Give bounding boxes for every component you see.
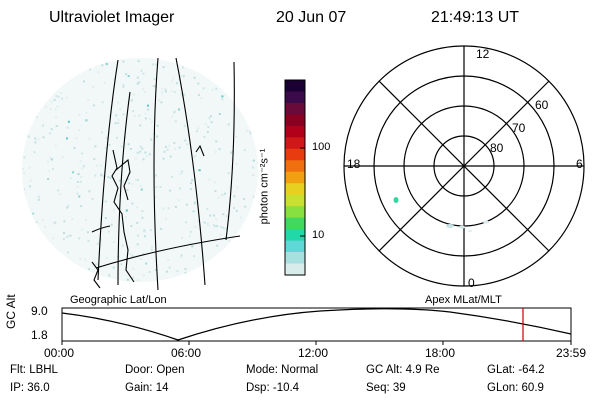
colorbar-band — [285, 148, 305, 161]
colorbar-band — [285, 160, 305, 173]
instrument-title: Ultraviolet Imager — [49, 9, 175, 26]
colorbar-band — [285, 229, 305, 242]
colorbar-band — [285, 206, 305, 219]
mlt-label-18: 18 — [347, 157, 361, 171]
orbit-ytick-9: 9.0 — [31, 304, 48, 318]
mlt-label-12: 12 — [476, 47, 490, 61]
meridian-diag-2 — [378, 80, 550, 252]
orbit-xtick-1200: 12:00 — [298, 346, 329, 360]
coastline-grid — [91, 57, 241, 291]
altitude-curve — [61, 308, 572, 341]
colorbar-band — [285, 240, 305, 253]
orbit-xtick-0600: 06:00 — [171, 346, 202, 360]
colorbar-band — [285, 114, 305, 127]
colorbar-band — [285, 252, 305, 265]
status-glon: GLon: 60.9 — [487, 382, 544, 394]
geographic-panel-label: Geographic Lat/Lon — [70, 294, 167, 306]
status-door: Door: Open — [125, 364, 185, 376]
status-dsp: Dsp: -10.4 — [246, 382, 300, 394]
colorbar-tick-10: 10 — [312, 229, 325, 241]
colorbar-gradient — [285, 80, 305, 276]
orbit-xtick-1800: 18:00 — [425, 346, 456, 360]
mlt-label-6: 6 — [576, 157, 583, 171]
polar-emission-spots — [393, 197, 489, 233]
colorbar-band — [285, 137, 305, 150]
colorbar-band — [285, 183, 305, 196]
status-glat: GLat: -64.2 — [487, 364, 545, 376]
time-label: 21:49:13 UT — [431, 9, 520, 26]
colorbar-band — [285, 80, 305, 93]
colorbar-band — [285, 263, 305, 276]
mlat-label-80: 80 — [490, 141, 504, 155]
colorbar-tick-100: 100 — [312, 141, 331, 153]
orbit-xtick-0000: 00:00 — [44, 346, 75, 360]
orbit-xtick-2359: 23:59 — [556, 346, 587, 360]
mlt-label-0: 0 — [468, 276, 475, 290]
colorbar-band — [285, 125, 305, 138]
mlat-label-70: 70 — [512, 121, 526, 135]
colorbar-band — [285, 102, 305, 116]
orbit-ytick-1-8: 1.8 — [31, 328, 48, 342]
colorbar-band — [285, 171, 305, 184]
date-label: 20 Jun 07 — [276, 9, 347, 26]
colorbar-band — [285, 217, 305, 230]
status-seq: Seq: 39 — [366, 382, 406, 394]
orbit-ylabel: GC Alt — [4, 294, 18, 329]
status-gc-alt: GC Alt: 4.9 Re — [366, 364, 440, 376]
colorbar-band — [285, 194, 305, 207]
mlat-label-60: 60 — [535, 98, 549, 112]
status-gain: Gain: 14 — [125, 382, 169, 394]
status-mode: Mode: Normal — [246, 364, 319, 376]
colorbar-band — [285, 91, 305, 104]
status-flt: Flt: LBHL — [10, 364, 58, 376]
apex-panel-label: Apex MLat/MLT — [425, 294, 502, 306]
status-ip: IP: 36.0 — [10, 382, 50, 394]
